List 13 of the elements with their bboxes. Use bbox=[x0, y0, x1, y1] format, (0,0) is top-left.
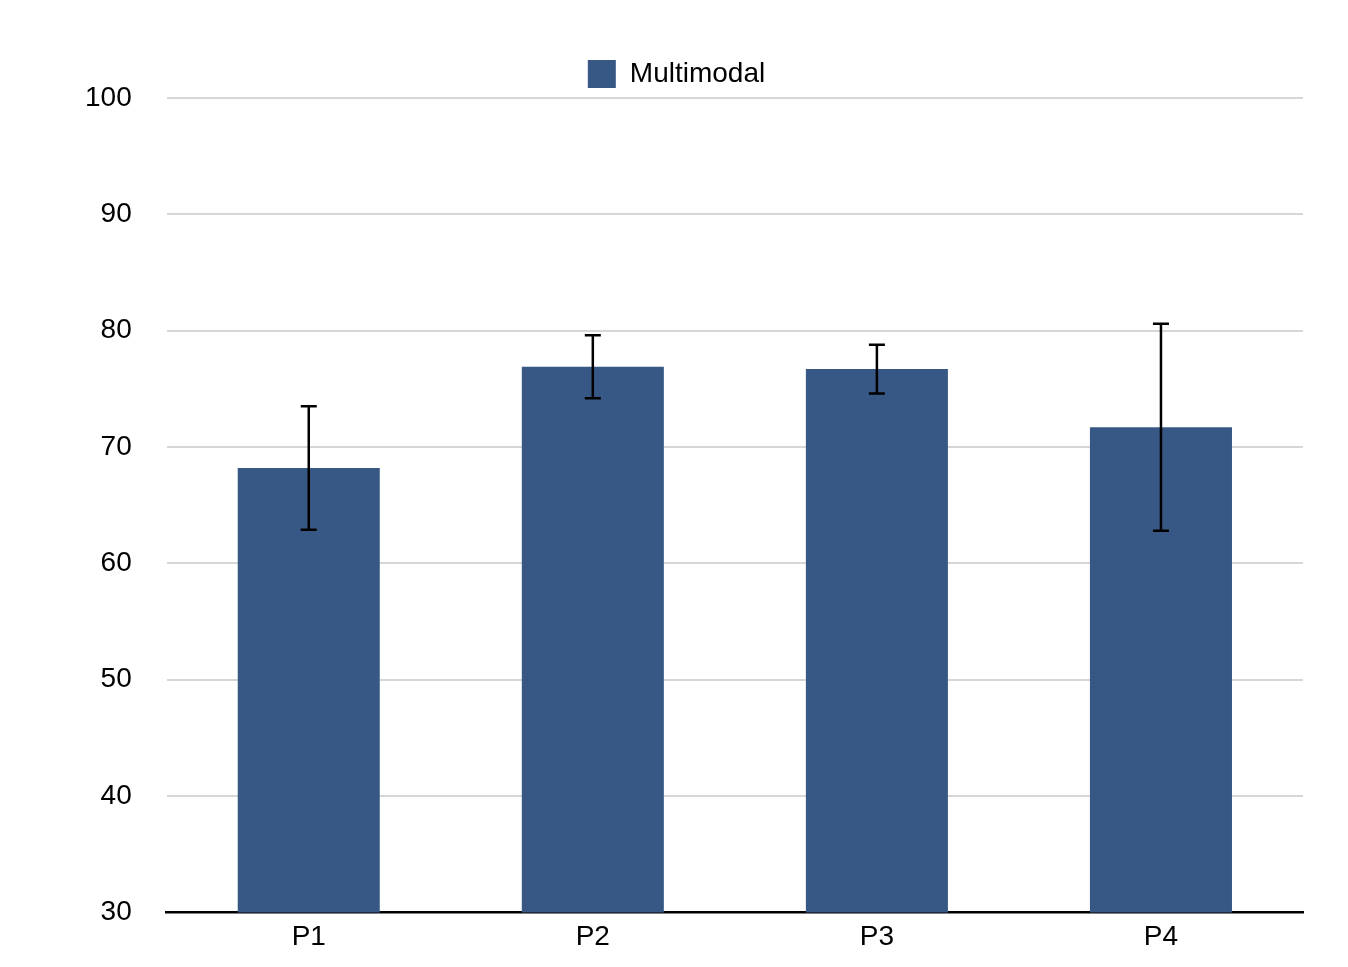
x-tick-label: P2 bbox=[575, 919, 610, 951]
legend-label: Multimodal bbox=[629, 56, 766, 88]
x-tick-label: P1 bbox=[291, 919, 326, 951]
y-tick-label: 50 bbox=[100, 662, 132, 694]
x-tick-label: P4 bbox=[1143, 919, 1179, 951]
y-tick-label: 100 bbox=[85, 80, 132, 112]
x-tick-label: P3 bbox=[859, 919, 895, 951]
y-tick-label: 30 bbox=[100, 895, 132, 927]
y-tick-label: 80 bbox=[100, 313, 132, 345]
y-tick-label: 90 bbox=[100, 197, 132, 229]
y-tick-label: 40 bbox=[100, 778, 132, 810]
y-tick-label: 60 bbox=[100, 546, 132, 578]
y-tick-label: 70 bbox=[100, 429, 132, 461]
